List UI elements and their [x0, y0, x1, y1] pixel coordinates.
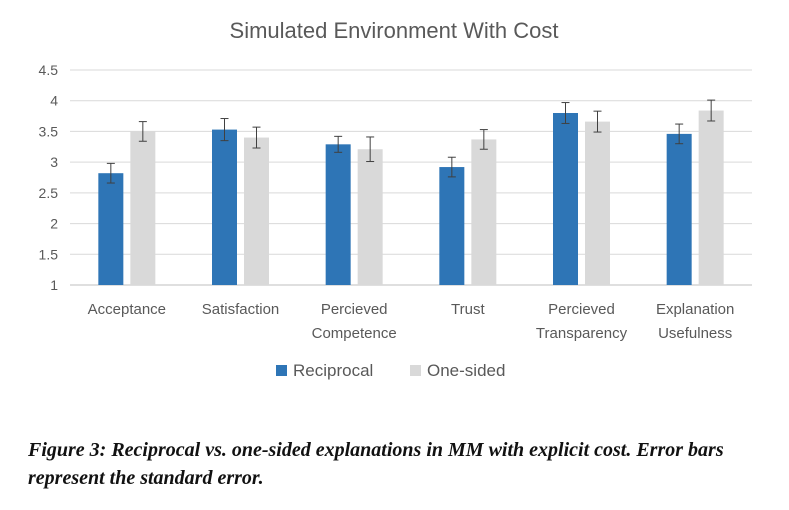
x-tick-label: Percieved	[548, 301, 615, 318]
legend-swatch	[276, 365, 287, 376]
figure-caption: Figure 3: Reciprocal vs. one-sided expla…	[28, 439, 724, 489]
bar-reciprocal	[439, 167, 465, 285]
bar-reciprocal	[553, 113, 578, 285]
x-tick-label: Satisfaction	[202, 301, 280, 318]
bar-reciprocal	[325, 144, 351, 285]
x-tick-label: Usefulness	[658, 325, 732, 342]
bar-one-sided	[244, 137, 269, 285]
bar-chart: Simulated Environment With Cost 1 1.5 2 2.5…	[39, 18, 752, 380]
x-tick-label: Trust	[451, 301, 485, 318]
legend-label: One-sided	[427, 361, 505, 380]
y-tick-label: 4	[50, 93, 58, 109]
bar-reciprocal	[212, 129, 237, 285]
x-tick-label: Acceptance	[88, 301, 166, 318]
bar-reciprocal	[666, 133, 692, 285]
y-tick-label: 3.5	[39, 123, 59, 139]
bar-one-sided	[130, 131, 156, 285]
bar-reciprocal	[98, 173, 124, 285]
legend-label: Reciprocal	[293, 361, 373, 380]
y-tick-label: 1	[50, 277, 58, 293]
legend-swatch	[410, 365, 421, 376]
y-tick-label: 2	[50, 216, 58, 232]
y-tick-label: 1.5	[39, 246, 59, 262]
bar-one-sided	[585, 121, 610, 285]
x-tick-label: Competence	[312, 325, 397, 342]
bar-one-sided	[471, 139, 497, 285]
y-axis-ticks: 1 1.5 2 2.5 3 3.5 4 4.5	[39, 62, 59, 293]
bar-one-sided	[698, 110, 724, 286]
bar-one-sided	[357, 149, 383, 285]
legend: Reciprocal One-sided	[276, 361, 505, 380]
x-axis-labels: Acceptance Satisfaction Percieved Competenc…	[88, 301, 735, 342]
bars	[98, 99, 724, 286]
x-tick-label: Transparency	[536, 325, 628, 342]
y-tick-label: 4.5	[39, 62, 59, 78]
grid	[70, 69, 752, 286]
y-tick-label: 3	[50, 154, 58, 170]
y-tick-label: 2.5	[39, 185, 59, 201]
x-tick-label: Explanation	[656, 301, 734, 318]
x-tick-label: Percieved	[321, 301, 388, 318]
chart-title: Simulated Environment With Cost	[230, 18, 559, 43]
